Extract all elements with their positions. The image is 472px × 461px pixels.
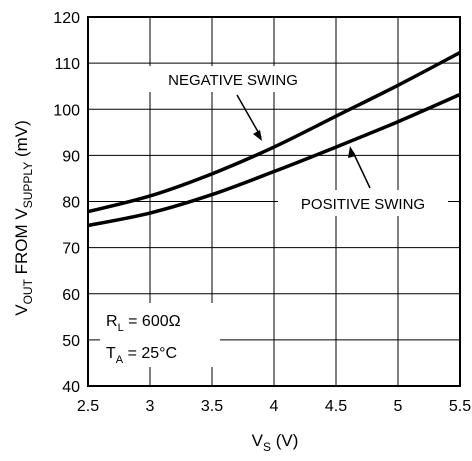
x-tick-label: 5.5 [449, 398, 471, 415]
condition-rl: RL = 600Ω [106, 313, 181, 334]
y-tick-labels: 40 50 60 70 80 90 100 110 120 [53, 10, 80, 396]
y-tick-label: 110 [54, 56, 80, 73]
y-tick-label: 90 [62, 148, 80, 165]
y-tick-label: 40 [62, 379, 80, 396]
x-tick-label: 3 [146, 398, 155, 415]
positive-swing-arrow-line [352, 151, 371, 189]
x-tick-label: 3.5 [201, 398, 223, 415]
negative-swing-arrow-line [236, 94, 262, 138]
negative-swing-arrowhead [253, 130, 262, 141]
negative-label-bg [138, 66, 328, 92]
positive-swing-arrowhead [348, 146, 356, 158]
plot-frame [87, 16, 461, 387]
y-tick-label: 80 [62, 195, 80, 212]
series-layer [87, 50, 461, 228]
y-tick-label: 60 [62, 287, 80, 304]
positive-label-bg [278, 190, 448, 216]
conditions-bg [100, 303, 220, 367]
negative-swing-label: NEGATIVE SWING [168, 72, 298, 89]
y-tick-label: 120 [53, 10, 80, 27]
y-tick-label: 100 [53, 102, 80, 119]
positive-swing-line [87, 92, 461, 228]
positive-swing-label: POSITIVE SWING [301, 196, 425, 213]
y-tick-label: 70 [62, 241, 80, 258]
y-axis-label: VOUT FROM VSUPPLY (mV) [12, 120, 35, 316]
negative-swing-line [87, 50, 461, 214]
condition-ta: TA = 25°C [106, 345, 177, 366]
x-axis-label: VS (V) [252, 431, 299, 454]
x-tick-labels: 2.5 3 3.5 4 4.5 5 5.5 [77, 398, 471, 415]
y-tick-label: 50 [62, 333, 80, 350]
x-tick-label: 5 [394, 398, 403, 415]
x-tick-label: 2.5 [77, 398, 99, 415]
x-tick-label: 4 [270, 398, 279, 415]
x-tick-label: 4.5 [325, 398, 347, 415]
